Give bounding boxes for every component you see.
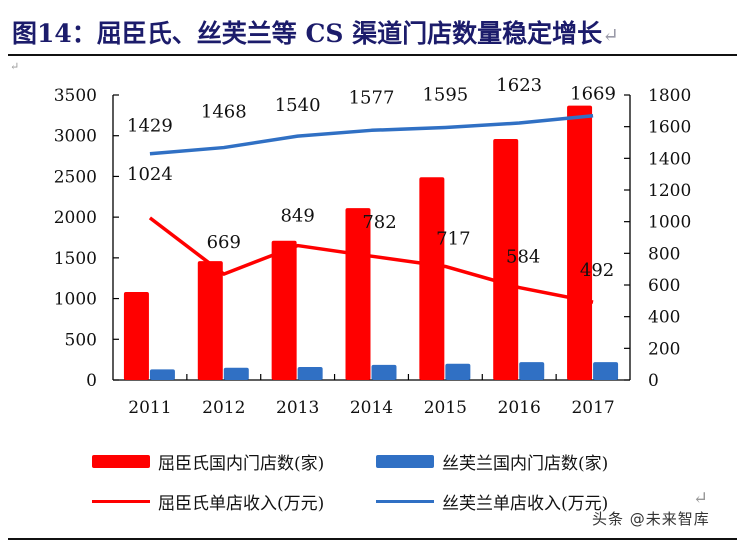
paragraph-mark-icon: ↵ — [10, 60, 20, 73]
legend-item-sephora-revenue: 丝芙兰单店收入(万元) — [376, 489, 608, 514]
figure-title-text: 图14：屈臣氏、丝芙兰等 CS 渠道门店数量稳定增长 — [12, 19, 603, 48]
watsons-revenue-data-label: 669 — [207, 232, 241, 253]
sephora-revenue-data-label: 1429 — [127, 116, 173, 137]
x-tick-label: 2015 — [424, 398, 467, 418]
return-mark-icon: ↵ — [693, 488, 709, 509]
figure-title: 图14：屈臣氏、丝芙兰等 CS 渠道门店数量稳定增长↵ — [12, 14, 619, 50]
watermark: 头条 @未来智库 — [592, 510, 710, 528]
sephora-store-bar — [223, 367, 249, 380]
red-bar-swatch-icon — [92, 455, 150, 468]
legend-label: 屈臣氏单店收入(万元) — [158, 494, 325, 514]
left-tick-label: 3500 — [54, 86, 97, 106]
legend-label: 丝芙兰单店收入(万元) — [442, 494, 609, 514]
watsons-store-bar — [493, 138, 519, 380]
title-divider — [8, 54, 737, 56]
watsons-revenue-data-label: 584 — [506, 247, 540, 268]
blue-bar-swatch-icon — [376, 455, 434, 468]
legend-item-watsons-stores: 屈臣氏国内门店数(家) — [92, 449, 324, 474]
sephora-store-bar — [297, 366, 323, 380]
left-tick-label: 1500 — [54, 249, 97, 269]
legend-item-sephora-stores: 丝芙兰国内门店数(家) — [376, 449, 608, 474]
watsons-store-bar — [271, 240, 297, 380]
legend-item-watsons-revenue: 屈臣氏单店收入(万元) — [92, 489, 324, 514]
left-tick-label: 2000 — [54, 208, 97, 228]
watsons-store-bar — [123, 292, 149, 380]
return-mark-icon: ↵ — [602, 23, 619, 47]
right-tick-label: 400 — [648, 308, 680, 328]
right-tick-label: 1400 — [648, 149, 691, 169]
red-line-swatch-icon — [92, 500, 150, 503]
left-tick-label: 0 — [86, 371, 97, 391]
watsons-revenue-data-label: 782 — [362, 212, 396, 233]
right-tick-label: 200 — [648, 339, 680, 359]
sephora-revenue-data-label: 1623 — [496, 75, 542, 96]
watsons-store-bar — [419, 177, 445, 380]
x-tick-label: 2013 — [276, 398, 319, 418]
x-tick-label: 2017 — [571, 398, 614, 418]
sephora-store-bar — [149, 369, 175, 380]
x-tick-label: 2016 — [498, 398, 541, 418]
watsons-revenue-data-label: 492 — [580, 260, 614, 281]
sephora-store-bar — [445, 363, 471, 380]
sephora-store-bar — [593, 362, 619, 380]
sephora-revenue-data-label: 1577 — [349, 87, 395, 108]
watsons-store-bar — [197, 261, 223, 380]
x-tick-label: 2014 — [350, 398, 393, 418]
x-tick-label: 2012 — [202, 398, 245, 418]
right-tick-label: 1800 — [648, 86, 691, 106]
bottom-divider — [8, 538, 737, 540]
blue-line-swatch-icon — [376, 500, 434, 503]
sephora-revenue-data-label: 1595 — [422, 84, 468, 105]
sephora-store-bar — [519, 362, 545, 380]
right-tick-label: 1200 — [648, 181, 691, 201]
left-tick-label: 1000 — [54, 290, 97, 310]
right-tick-label: 1600 — [648, 118, 691, 138]
watsons-revenue-data-label: 717 — [436, 228, 470, 249]
left-tick-label: 3000 — [54, 127, 97, 147]
left-tick-label: 2500 — [54, 167, 97, 187]
watsons-store-bar — [345, 208, 371, 380]
sephora-revenue-data-label: 1669 — [570, 84, 616, 105]
watsons-store-bar — [567, 105, 593, 380]
sephora-store-bar — [371, 364, 397, 380]
legend-label: 丝芙兰国内门店数(家) — [442, 454, 609, 474]
watsons-revenue-line — [148, 216, 594, 304]
right-tick-label: 800 — [648, 244, 680, 264]
sephora-revenue-data-label: 1540 — [275, 95, 321, 116]
legend-label: 屈臣氏国内门店数(家) — [158, 454, 325, 474]
left-tick-label: 500 — [65, 330, 97, 350]
x-tick-label: 2011 — [128, 398, 171, 418]
right-tick-label: 0 — [648, 371, 659, 391]
sephora-revenue-data-label: 1468 — [201, 102, 247, 123]
right-tick-label: 600 — [648, 276, 680, 296]
right-tick-label: 1000 — [648, 213, 691, 233]
watsons-revenue-data-label: 1024 — [127, 164, 173, 185]
sephora-revenue-line — [149, 114, 594, 156]
watsons-revenue-data-label: 849 — [280, 206, 314, 227]
